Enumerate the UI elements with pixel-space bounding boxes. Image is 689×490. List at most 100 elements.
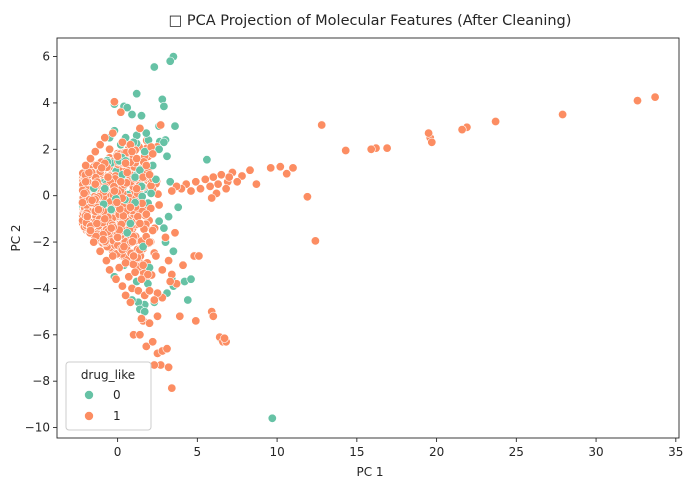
data-point-series-0 — [154, 216, 164, 226]
data-point-series-1 — [221, 184, 231, 194]
data-point-series-1 — [232, 177, 242, 187]
data-point-series-1 — [89, 237, 99, 247]
data-point-series-1 — [79, 188, 89, 198]
data-point-series-0 — [125, 219, 135, 229]
data-point-series-1 — [154, 200, 164, 210]
data-point-series-0 — [159, 101, 169, 111]
data-point-series-0 — [164, 212, 174, 222]
data-point-series-1 — [145, 237, 155, 247]
x-tick-label: 0 — [114, 445, 122, 459]
data-point-series-1 — [105, 144, 115, 154]
data-point-series-1 — [275, 162, 285, 172]
chart-title: □ PCA Projection of Molecular Features (… — [169, 13, 572, 29]
data-point-series-1 — [113, 232, 123, 242]
data-point-series-1 — [109, 186, 119, 196]
data-point-series-0 — [173, 202, 183, 212]
data-point-series-0 — [137, 111, 147, 121]
data-point-series-1 — [153, 311, 163, 321]
data-point-series-1 — [130, 267, 140, 277]
y-tick-label: −10 — [25, 421, 50, 435]
data-point-series-1 — [95, 140, 105, 150]
legend-marker-0 — [84, 390, 94, 400]
data-point-series-1 — [90, 147, 100, 157]
data-point-series-1 — [108, 251, 118, 261]
data-point-series-1 — [137, 274, 147, 284]
data-point-series-1 — [167, 383, 177, 393]
data-point-series-1 — [148, 337, 158, 347]
data-point-series-1 — [86, 154, 96, 164]
x-tick-label: 15 — [349, 445, 364, 459]
data-point-series-0 — [170, 121, 180, 131]
data-point-series-1 — [288, 163, 298, 173]
data-point-series-1 — [148, 226, 158, 236]
data-point-series-1 — [132, 184, 142, 194]
data-point-series-1 — [216, 170, 226, 180]
data-point-series-1 — [141, 161, 151, 171]
y-tick-label: 4 — [42, 96, 50, 110]
data-point-series-1 — [135, 330, 145, 340]
data-point-series-1 — [78, 198, 88, 208]
data-point-series-1 — [224, 172, 234, 182]
plot-marks — [78, 52, 660, 423]
data-point-series-1 — [101, 256, 111, 266]
data-point-series-1 — [129, 251, 139, 261]
data-point-series-1 — [382, 143, 392, 153]
data-point-series-0 — [132, 89, 142, 99]
data-point-series-0 — [267, 413, 277, 423]
data-point-series-1 — [427, 137, 437, 147]
data-point-series-1 — [632, 96, 642, 106]
data-point-series-1 — [148, 149, 158, 159]
data-point-series-1 — [205, 181, 215, 191]
data-point-series-1 — [90, 179, 100, 189]
data-point-series-1 — [132, 154, 142, 164]
data-point-series-1 — [167, 186, 177, 196]
data-point-series-1 — [251, 179, 261, 189]
data-point-series-0 — [159, 223, 169, 233]
data-point-series-1 — [82, 212, 92, 222]
data-point-series-0 — [165, 177, 175, 187]
data-point-series-1 — [106, 223, 116, 233]
data-point-series-1 — [87, 195, 97, 205]
y-axis: −10 −8 −6 −4 −2 0 2 4 6 — [25, 50, 57, 435]
data-point-series-1 — [121, 290, 131, 300]
data-point-series-1 — [164, 362, 174, 372]
data-point-series-1 — [109, 97, 119, 107]
data-point-series-1 — [310, 236, 320, 246]
data-point-series-1 — [650, 92, 660, 102]
data-point-series-0 — [122, 228, 132, 238]
data-point-series-1 — [124, 272, 134, 282]
data-point-series-1 — [207, 193, 217, 203]
data-point-series-1 — [81, 177, 91, 187]
data-point-series-1 — [119, 242, 129, 252]
data-point-series-1 — [125, 297, 135, 307]
data-point-series-1 — [122, 168, 132, 178]
data-point-series-1 — [161, 232, 171, 242]
data-point-series-1 — [186, 186, 196, 196]
data-point-series-1 — [194, 251, 204, 261]
data-point-series-1 — [491, 117, 501, 127]
x-axis: 0 5 10 15 20 25 30 35 — [114, 438, 683, 459]
data-point-series-1 — [138, 260, 148, 270]
core-point — [112, 197, 122, 207]
data-point-series-0 — [168, 246, 178, 256]
x-tick-label: 10 — [269, 445, 284, 459]
data-point-series-1 — [137, 314, 147, 324]
data-point-series-1 — [164, 256, 174, 266]
data-point-series-1 — [100, 214, 110, 224]
data-point-series-1 — [341, 146, 351, 156]
legend-marker-1 — [84, 411, 94, 421]
data-point-series-1 — [116, 107, 126, 117]
data-point-series-1 — [100, 133, 110, 143]
data-point-series-1 — [113, 151, 123, 161]
data-point-series-1 — [245, 165, 255, 175]
data-point-series-1 — [165, 276, 175, 286]
data-point-series-1 — [103, 172, 113, 182]
legend: drug_like 0 1 — [65, 361, 152, 431]
data-point-series-0 — [186, 274, 196, 284]
data-point-series-1 — [170, 228, 180, 238]
data-point-series-1 — [302, 192, 312, 202]
data-point-series-1 — [135, 219, 145, 229]
data-point-series-1 — [116, 177, 126, 187]
data-point-series-0 — [138, 242, 148, 252]
data-point-series-1 — [457, 125, 467, 135]
